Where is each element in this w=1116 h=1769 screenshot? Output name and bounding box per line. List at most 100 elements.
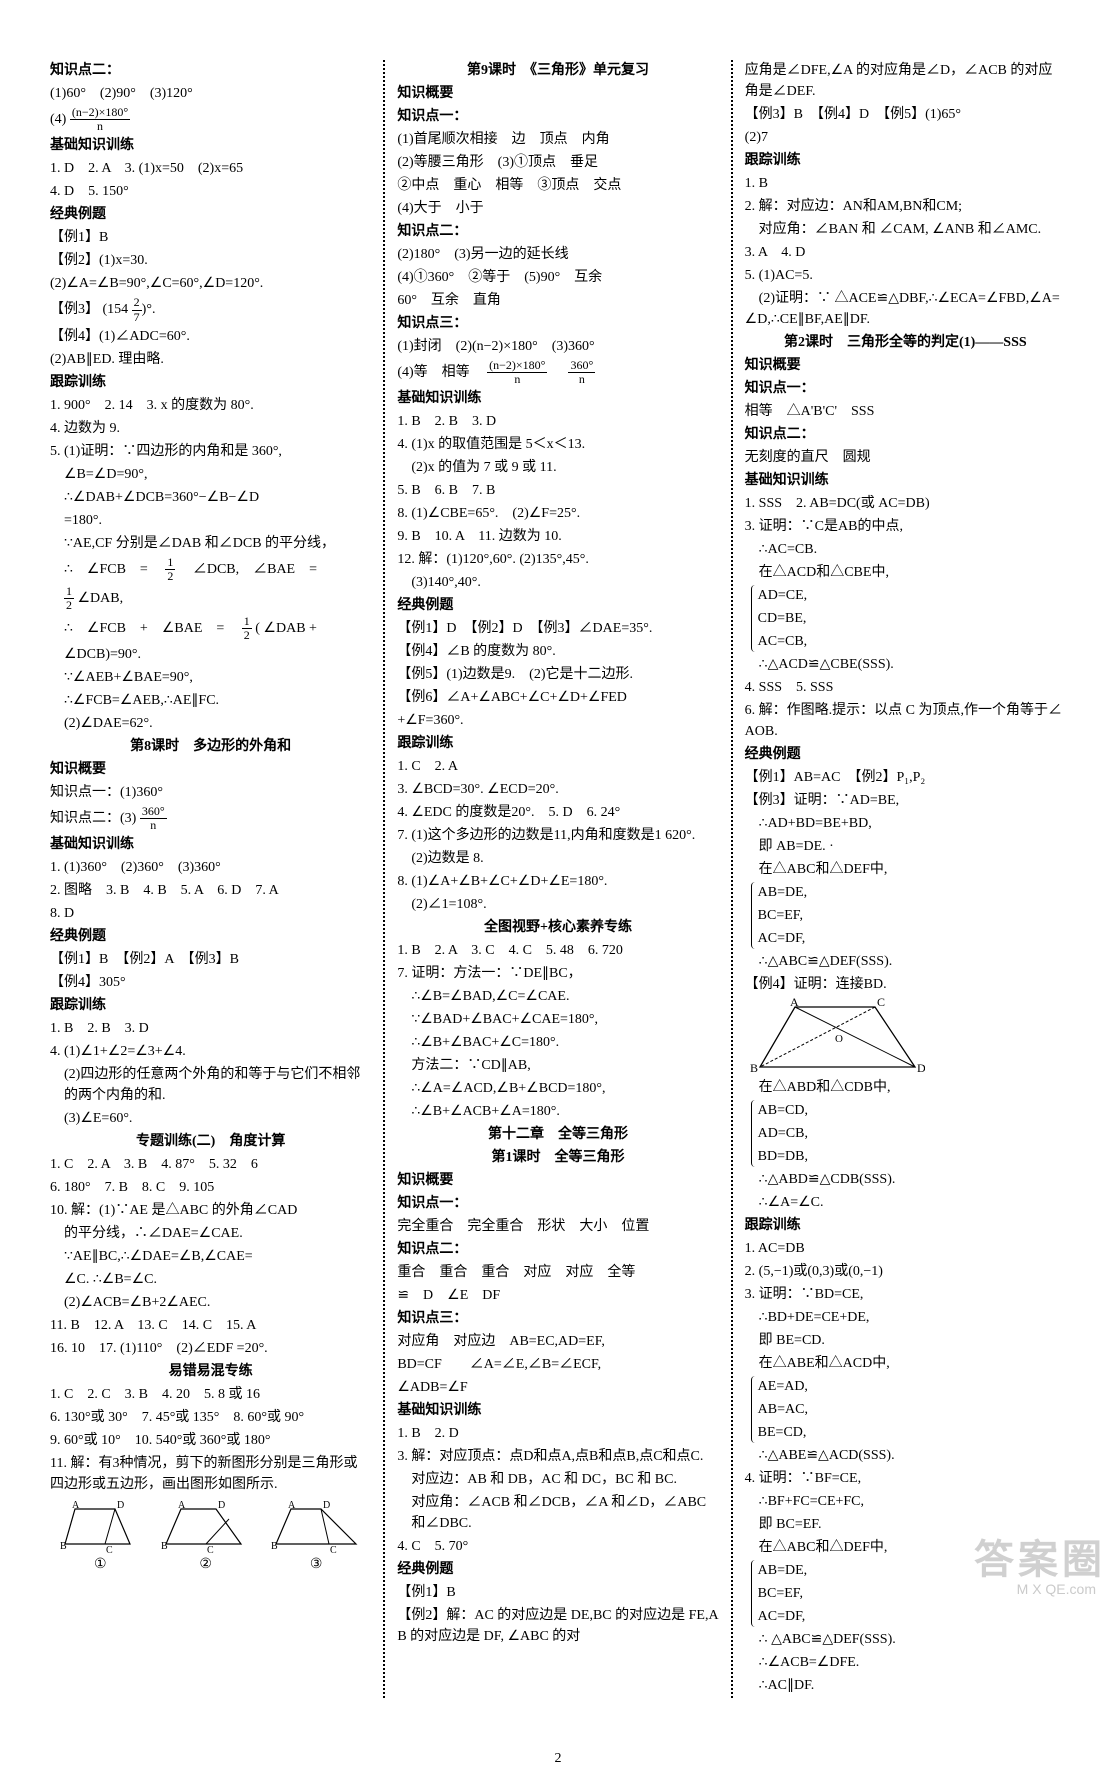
text: 12. 解：(1)120°,60°. (2)135°,45°. <box>397 549 718 570</box>
text: (2)x 的值为 7 或 9 或 11. <box>397 457 718 478</box>
text: 1. SSS 2. AB=DC(或 AC=DB) <box>745 493 1066 514</box>
fraction: 360°n <box>140 805 167 832</box>
fraction: 12 <box>242 615 252 642</box>
text: 【例1】D 【例2】D 【例3】∠DAE=35°. <box>397 618 718 639</box>
text: (1)60° (2)90° (3)120° <box>50 83 371 104</box>
text: 1. 900° 2. 14 3. x 的度数为 80°. <box>50 395 371 416</box>
figure-row: ADBC ① ADBC ② ADBC ③ <box>50 1499 371 1575</box>
heading: 知识点二： <box>397 1239 718 1260</box>
text: (2)∠DAE=62°. <box>50 713 371 734</box>
heading: 经典例题 <box>397 1559 718 1580</box>
text: 【例4】∠B 的度数为 80°. <box>397 641 718 662</box>
text: (2)∠ACB=∠B+2∠AEC. <box>50 1292 371 1313</box>
heading: 跟踪训练 <box>50 372 371 393</box>
svg-text:A: A <box>288 1500 296 1511</box>
heading: 跟踪训练 <box>397 733 718 754</box>
text: 1. C 2. C 3. B 4. 20 5. 8 或 16 <box>50 1384 371 1405</box>
text: 应角是∠DFE,∠A 的对应角是∠D，∠ACB 的对应角是∠DEF. <box>745 60 1066 102</box>
text: (2)180° (3)另一边的延长线 <box>397 244 718 265</box>
svg-text:B: B <box>60 1541 67 1552</box>
text: BD=CF ∠A=∠E,∠B=∠ECF, <box>397 1354 718 1375</box>
text: 知识点一：(1)360° <box>50 782 371 803</box>
text: ∠B=∠D=90°, <box>50 464 371 485</box>
text: ∴∠B+∠BAC+∠C=180°. <box>397 1032 718 1053</box>
page-number: 2 <box>0 1748 1116 1769</box>
text: 1. B 2. D <box>397 1423 718 1444</box>
text: 4. (1)x 的取值范围是 5＜x＜13. <box>397 434 718 455</box>
text: BD=DB, <box>758 1146 1066 1167</box>
text: ∴△ABD≌△CDB(SSS). <box>745 1169 1066 1190</box>
heading: 知识概要 <box>397 1170 718 1191</box>
text: 【例1】AB=AC 【例2】P₁,P₂ <box>745 767 1066 788</box>
text: AD=CB, <box>758 1123 1066 1144</box>
text: 4. (1)∠1+∠2=∠3+∠4. <box>50 1041 371 1062</box>
text: 1. B 2. B 3. D <box>397 411 718 432</box>
text: 【例4】305° <box>50 972 371 993</box>
text: 在△ABE和△ACD中, <box>745 1353 1066 1374</box>
svg-text:A: A <box>72 1500 80 1511</box>
text: AB=AC, <box>758 1399 1066 1420</box>
column-1: 知识点二： (1)60° (2)90° (3)120° (4) (n−2)×18… <box>50 60 371 1698</box>
brace-group: AE=AD, AB=AC, BE=CD, <box>751 1376 1066 1443</box>
heading: 跟踪训练 <box>745 1215 1066 1236</box>
heading: 知识点二： <box>745 424 1066 445</box>
text: 【例1】B 【例2】A 【例3】B <box>50 949 371 970</box>
figure-2: ADBC ② <box>161 1499 251 1575</box>
text: 7. 证明：方法一：∵DE∥BC， <box>397 963 718 984</box>
text: ∴ ∠FCB + ∠BAE = 12 ( ∠DAB + <box>50 615 371 642</box>
text: 8. (1)∠CBE=65°. (2)∠F=25°. <box>397 503 718 524</box>
text: 1. (1)360° (2)360° (3)360° <box>50 857 371 878</box>
text: 【例1】B <box>397 1582 718 1603</box>
text: ∴∠A=∠C. <box>745 1192 1066 1213</box>
svg-text:D: D <box>218 1500 225 1511</box>
text: ∴∠DAB+∠DCB=360°−∠B−∠D <box>50 487 371 508</box>
column-3: 应角是∠DFE,∠A 的对应角是∠D，∠ACB 的对应角是∠DEF. 【例3】B… <box>745 60 1066 1698</box>
heading: 经典例题 <box>397 595 718 616</box>
text: ∴∠B=∠BAD,∠C=∠CAE. <box>397 986 718 1007</box>
text: 对应角：∠ACB 和∠DCB，∠A 和∠D，∠ABC 和∠DBC. <box>397 1492 718 1534</box>
text: 3. 解：对应顶点：点D和点A,点B和点B,点C和点C. <box>397 1446 718 1467</box>
text: ∴AC=CB. <box>745 539 1066 560</box>
text: (2)等腰三角形 (3)①顶点 垂足 <box>397 152 718 173</box>
heading: 知识点一： <box>397 1193 718 1214</box>
text: AC=DF, <box>758 928 1066 949</box>
svg-text:C: C <box>330 1545 337 1554</box>
text: 【例3】 (154 27)°. <box>50 296 371 323</box>
text: AD=CE, <box>758 585 1066 606</box>
text: ∵AE∥BC,∴∠DAE=∠B,∠CAE= <box>50 1246 371 1267</box>
fig-label: ③ <box>271 1554 361 1575</box>
text: (2)证明：∵ △ACE≌△DBF,∴∠ECA=∠FBD,∠A=∠D,∴CE∥B… <box>745 288 1066 330</box>
text: 【例3】证明：∵AD=BE, <box>745 790 1066 811</box>
text: ②中点 重心 相等 ③顶点 交点 <box>397 175 718 196</box>
text: ∠C. ∴∠B=∠C. <box>50 1269 371 1290</box>
heading: 知识点三： <box>397 313 718 334</box>
text: 11. B 12. A 13. C 14. C 15. A <box>50 1315 371 1336</box>
text: ∴∠B+∠ACB+∠A=180°. <box>397 1101 718 1122</box>
text: ∵∠AEB+∠BAE=90°, <box>50 667 371 688</box>
heading: 基础知识训练 <box>397 1400 718 1421</box>
text: 10. 解：(1)∵AE 是△ABC 的外角∠CAD <box>50 1200 371 1221</box>
text: 4. 证明：∵BF=CE, <box>745 1468 1066 1489</box>
fig-label: ② <box>161 1554 251 1575</box>
heading: 第2课时 三角形全等的判定(1)——SSS <box>745 332 1066 353</box>
page-content: 知识点二： (1)60° (2)90° (3)120° (4) (n−2)×18… <box>0 0 1116 1738</box>
text: 无刻度的直尺 圆规 <box>745 447 1066 468</box>
text: 对应角：∠BAN 和 ∠CAM, ∠ANB 和∠AMC. <box>745 219 1066 240</box>
text: ∴AC∥DF. <box>745 1675 1066 1696</box>
text: 【例3】B 【例4】D 【例5】(1)65° <box>745 104 1066 125</box>
heading: 知识点一： <box>745 378 1066 399</box>
text: 4. ∠EDC 的度数是20°. 5. D 6. 24° <box>397 802 718 823</box>
brace-group: AD=CE, CD=BE, AC=CB, <box>751 585 1066 652</box>
svg-text:C: C <box>106 1545 113 1554</box>
text: ∴∠A=∠ACD,∠B+∠BCD=180°, <box>397 1078 718 1099</box>
text: (2)∠A=∠B=90°,∠C=60°,∠D=120°. <box>50 273 371 294</box>
text: ∴∠ACB=∠DFE. <box>745 1652 1066 1673</box>
text: (2)AB∥ED. 理由略. <box>50 349 371 370</box>
heading: 知识点一： <box>397 106 718 127</box>
text: (4)大于 小于 <box>397 198 718 219</box>
text: 1. AC=DB <box>745 1238 1066 1259</box>
brace-group: AB=DE, BC=EF, AC=DF, <box>751 882 1066 949</box>
text: 1. D 2. A 3. (1)x=50 (2)x=65 <box>50 158 371 179</box>
text: +∠F=360°. <box>397 710 718 731</box>
text: =180°. <box>50 510 371 531</box>
